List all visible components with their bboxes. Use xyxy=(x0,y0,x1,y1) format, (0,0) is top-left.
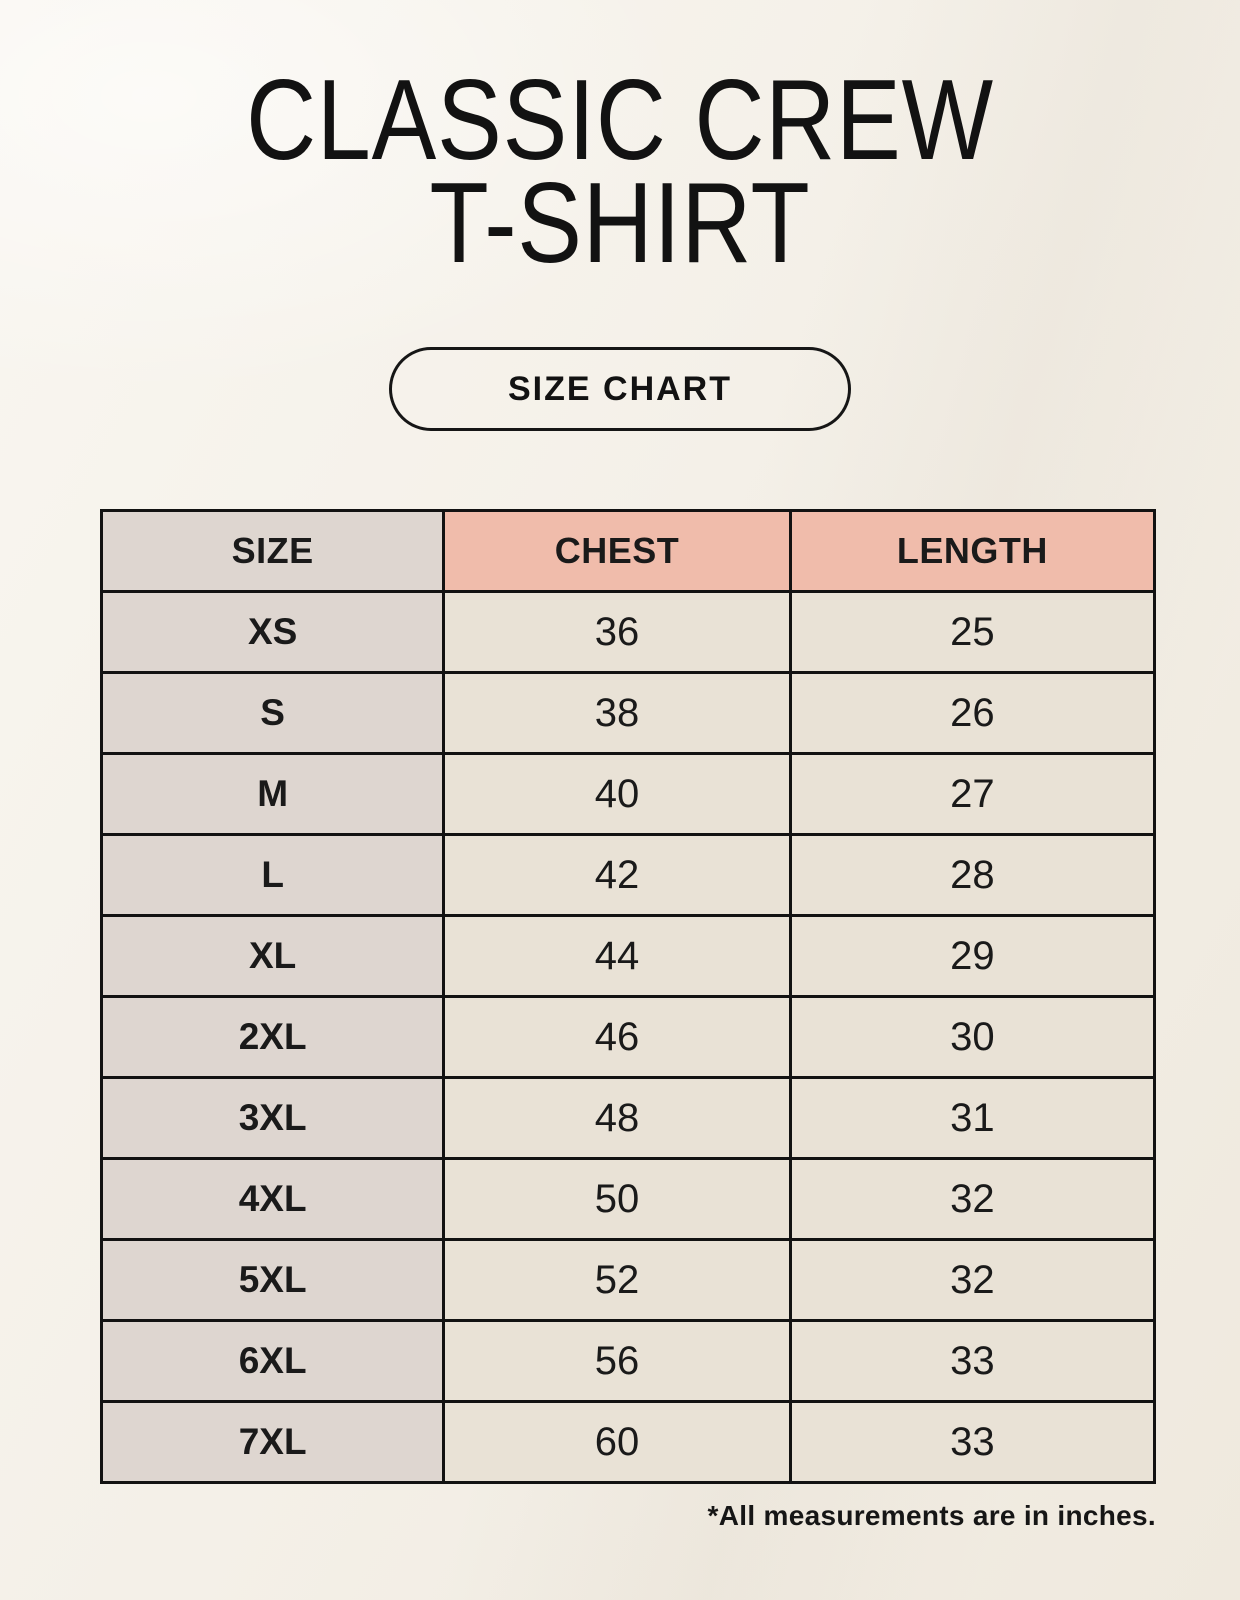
cell-chest: 40 xyxy=(442,752,792,837)
cell-length: 33 xyxy=(788,1319,1157,1404)
table-row: 2XL 46 30 xyxy=(99,995,1157,1080)
cell-size: 4XL xyxy=(99,1157,446,1242)
cell-chest: 50 xyxy=(442,1157,792,1242)
column-header-length: LENGTH xyxy=(788,509,1157,594)
size-chart-button-wrap: SIZE CHART xyxy=(0,347,1240,432)
cell-length: 28 xyxy=(788,833,1157,918)
cell-length: 30 xyxy=(788,995,1157,1080)
table-row: 4XL 50 32 xyxy=(99,1157,1157,1242)
cell-length: 26 xyxy=(788,671,1157,756)
column-header-chest: CHEST xyxy=(442,509,792,594)
page-title: CLASSIC CREW T-SHIRT xyxy=(93,57,1147,287)
cell-chest: 36 xyxy=(442,590,792,675)
measurements-footnote: *All measurements are in inches. xyxy=(707,1500,1156,1532)
cell-length: 27 xyxy=(788,752,1157,837)
table-row: 6XL 56 33 xyxy=(99,1319,1157,1404)
column-header-size: SIZE xyxy=(99,509,446,594)
table-row: M 40 27 xyxy=(99,752,1157,837)
cell-chest: 60 xyxy=(442,1400,792,1485)
table-row: 3XL 48 31 xyxy=(99,1076,1157,1161)
cell-size: 2XL xyxy=(99,995,446,1080)
table-row: 5XL 52 32 xyxy=(99,1238,1157,1323)
cell-size: 5XL xyxy=(99,1238,446,1323)
title-line-2: T-SHIRT xyxy=(429,159,811,287)
cell-size: S xyxy=(99,671,446,756)
size-chart-button[interactable]: SIZE CHART xyxy=(389,347,851,432)
table-row: S 38 26 xyxy=(99,671,1157,756)
cell-length: 29 xyxy=(788,914,1157,999)
table-header-row: SIZE CHEST LENGTH xyxy=(99,509,1157,594)
cell-length: 32 xyxy=(788,1238,1157,1323)
cell-size: L xyxy=(99,833,446,918)
cell-chest: 46 xyxy=(442,995,792,1080)
title-line-1: CLASSIC CREW xyxy=(246,57,994,184)
cell-length: 32 xyxy=(788,1157,1157,1242)
cell-size: XL xyxy=(99,914,446,999)
cell-length: 31 xyxy=(788,1076,1157,1161)
cell-chest: 56 xyxy=(442,1319,792,1404)
cell-size: 7XL xyxy=(99,1400,446,1485)
table-row: XS 36 25 xyxy=(99,590,1157,675)
cell-size: 3XL xyxy=(99,1076,446,1161)
table-row: L 42 28 xyxy=(99,833,1157,918)
cell-size: XS xyxy=(99,590,446,675)
cell-chest: 42 xyxy=(442,833,792,918)
cell-length: 25 xyxy=(788,590,1157,675)
table-row: XL 44 29 xyxy=(99,914,1157,999)
cell-chest: 48 xyxy=(442,1076,792,1161)
cell-length: 33 xyxy=(788,1400,1157,1485)
size-table: SIZE CHEST LENGTH XS 36 25 S 38 26 M 40 27 L 42 28 XL 4… xyxy=(99,509,1157,1485)
cell-chest: 52 xyxy=(442,1238,792,1323)
cell-chest: 44 xyxy=(442,914,792,999)
cell-size: 6XL xyxy=(99,1319,446,1404)
cell-chest: 38 xyxy=(442,671,792,756)
cell-size: M xyxy=(99,752,446,837)
table-row: 7XL 60 33 xyxy=(99,1400,1157,1485)
